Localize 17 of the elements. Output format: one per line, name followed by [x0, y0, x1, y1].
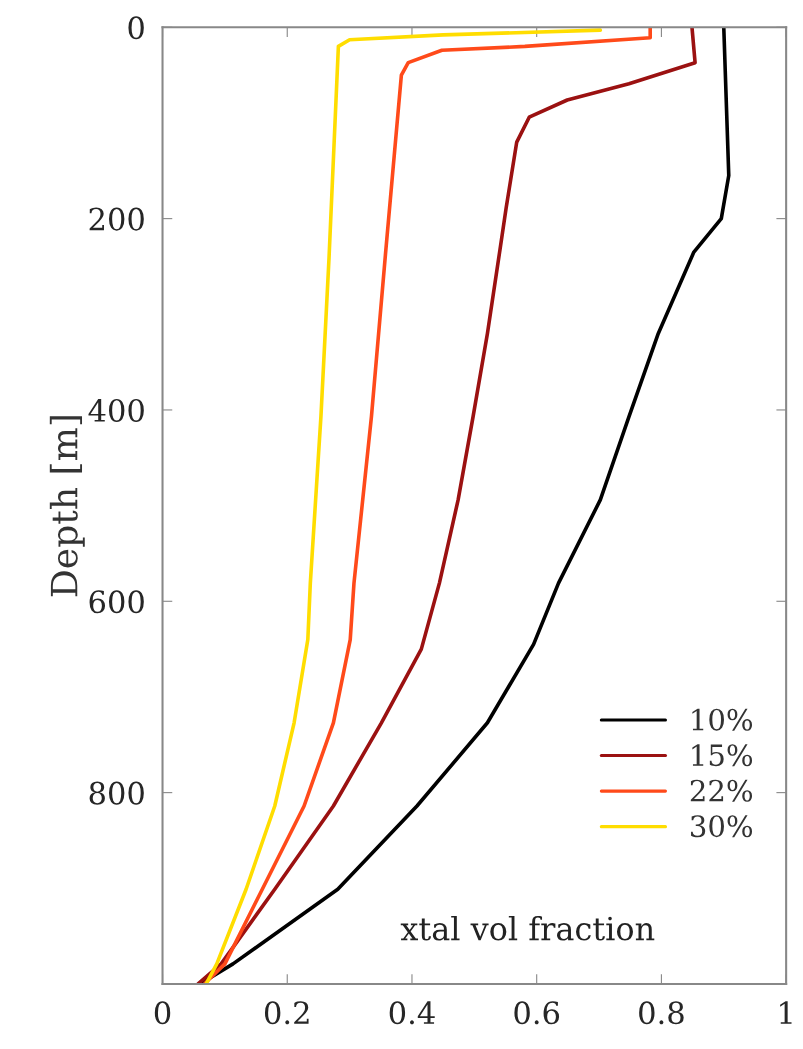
y-tick-label: 800: [89, 781, 144, 805]
x-tick-label: 0.6: [514, 1001, 560, 1025]
legend-label: 10%: [692, 708, 753, 731]
x-tick-label: 0.2: [264, 1001, 309, 1025]
y-tick-label: 200: [89, 207, 144, 231]
x-tick-label: 1: [780, 1001, 792, 1024]
legend-label: 30%: [691, 815, 753, 838]
legend-label: 22%: [690, 779, 753, 802]
y-tick-label: 0: [128, 16, 144, 40]
y-axis-title: Depth [m]: [49, 416, 85, 597]
y-tick-label: 400: [88, 398, 144, 422]
x-tick-label: 0.8: [639, 1001, 684, 1025]
annotation: xtal vol fraction: [400, 915, 655, 941]
y-tick-label: 600: [89, 590, 144, 614]
x-tick-label: 0.4: [389, 1001, 435, 1025]
x-tick-label: 0: [154, 1001, 171, 1025]
legend-label: 15%: [692, 744, 753, 767]
